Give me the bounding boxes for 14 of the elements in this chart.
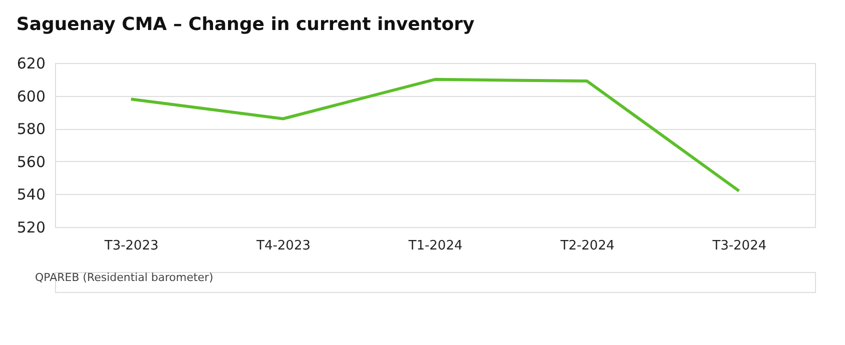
x-tick-label: T1-2024: [408, 238, 462, 254]
y-tick-label: 520: [16, 218, 46, 236]
x-tick-label: T3-2024: [712, 238, 766, 254]
x-tick-label: T3-2023: [104, 238, 158, 254]
y-tick-label: 580: [16, 120, 46, 138]
y-tick-label: 560: [16, 152, 46, 171]
y-tick-label: 620: [16, 54, 46, 72]
chart-title: Saguenay CMA – Change in current inventory: [16, 14, 475, 35]
line-series: [130, 78, 740, 192]
x-tick-label: T2-2024: [560, 238, 614, 254]
text: QPAREB (Residential barometer): [35, 271, 214, 284]
x-tick-label: T4-2023: [256, 238, 310, 254]
y-tick-label: 540: [16, 186, 46, 204]
y-tick-label: 600: [16, 87, 46, 106]
